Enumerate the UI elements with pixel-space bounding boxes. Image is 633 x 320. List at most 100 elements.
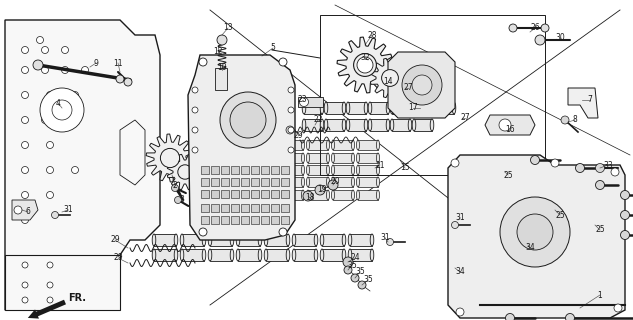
Ellipse shape [351,140,354,150]
Circle shape [124,78,132,86]
Ellipse shape [282,153,284,163]
Polygon shape [208,177,228,187]
Ellipse shape [282,165,284,175]
Ellipse shape [356,153,360,163]
Ellipse shape [277,165,280,175]
Ellipse shape [286,234,290,246]
Bar [251,190,259,198]
Ellipse shape [306,140,310,150]
Polygon shape [358,165,378,175]
Circle shape [22,116,28,124]
Ellipse shape [327,165,330,175]
Ellipse shape [356,190,360,200]
Polygon shape [283,177,303,187]
Circle shape [387,238,394,245]
Ellipse shape [390,102,394,114]
Ellipse shape [314,249,318,261]
Circle shape [565,314,575,320]
Ellipse shape [256,165,260,175]
Bar [221,190,229,198]
Polygon shape [233,165,253,175]
Text: 11: 11 [113,59,123,68]
Circle shape [506,314,515,320]
Ellipse shape [377,190,380,200]
Bar [271,216,279,224]
Text: 29: 29 [293,132,303,140]
Ellipse shape [351,165,354,175]
Polygon shape [167,154,203,190]
Ellipse shape [351,153,354,163]
Text: 19: 19 [317,186,327,195]
Ellipse shape [320,249,324,261]
Bar [201,190,209,198]
Ellipse shape [227,190,230,200]
Polygon shape [266,249,288,261]
Ellipse shape [327,140,330,150]
Circle shape [46,191,54,198]
Polygon shape [210,249,232,261]
Ellipse shape [408,102,412,114]
Text: 25: 25 [555,211,565,220]
Circle shape [61,67,68,74]
Ellipse shape [256,177,260,187]
Circle shape [22,141,28,148]
Polygon shape [348,102,366,114]
Bar [211,216,219,224]
Polygon shape [154,249,176,261]
Ellipse shape [452,102,456,114]
Text: 35: 35 [355,268,365,276]
Polygon shape [358,140,378,150]
Polygon shape [392,102,410,114]
Bar [241,216,249,224]
Ellipse shape [277,190,280,200]
Text: 29: 29 [110,236,120,244]
Polygon shape [283,190,303,200]
Ellipse shape [277,177,280,187]
Circle shape [575,164,584,172]
Polygon shape [258,177,278,187]
Circle shape [22,191,28,198]
Text: 33: 33 [603,161,613,170]
Circle shape [451,159,459,167]
Bar [241,190,249,198]
Polygon shape [5,20,160,310]
Ellipse shape [301,177,304,187]
Ellipse shape [277,140,280,150]
Ellipse shape [327,153,330,163]
Polygon shape [208,140,228,150]
Ellipse shape [236,234,240,246]
Circle shape [451,221,458,228]
Ellipse shape [277,153,280,163]
Text: 23: 23 [297,95,307,105]
Text: 6: 6 [25,207,30,217]
Ellipse shape [251,165,254,175]
Ellipse shape [324,102,328,114]
Circle shape [22,217,28,223]
Text: 20: 20 [330,178,340,187]
Bar [201,178,209,186]
Circle shape [358,281,366,289]
Ellipse shape [351,177,354,187]
Ellipse shape [306,177,310,187]
Circle shape [382,69,398,86]
Text: 4: 4 [56,99,60,108]
Circle shape [217,35,227,45]
Bar [241,166,249,174]
Polygon shape [283,165,303,175]
Text: 10: 10 [217,63,227,73]
Polygon shape [350,234,372,246]
Polygon shape [283,140,303,150]
Polygon shape [322,249,344,261]
Ellipse shape [348,249,352,261]
Ellipse shape [377,177,380,187]
Polygon shape [370,119,388,131]
Circle shape [279,58,287,66]
Ellipse shape [208,234,212,246]
Ellipse shape [206,190,210,200]
Bar [261,216,269,224]
Polygon shape [208,165,228,175]
Polygon shape [233,177,253,187]
Text: 27: 27 [460,114,470,123]
Polygon shape [326,102,344,114]
Bar [271,204,279,212]
